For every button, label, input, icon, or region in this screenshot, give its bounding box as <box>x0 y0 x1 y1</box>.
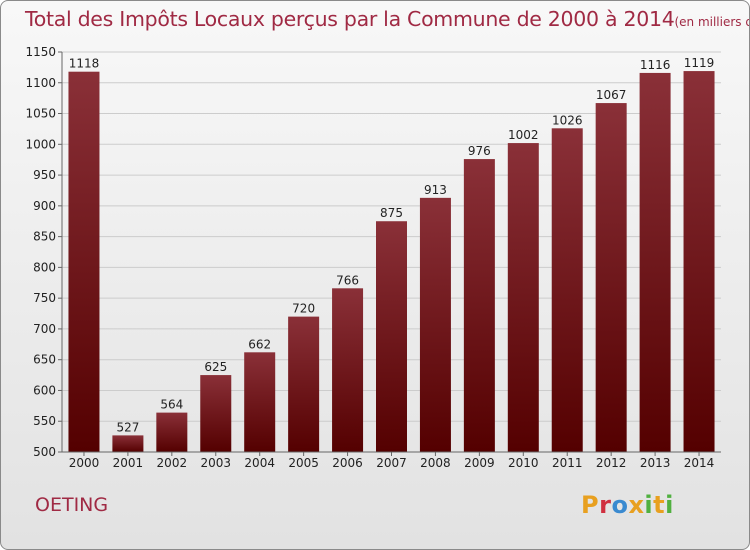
data-label: 1026 <box>552 113 583 127</box>
y-tick-label: 1150 <box>25 45 56 59</box>
data-label: 1118 <box>69 57 100 71</box>
bar <box>244 352 276 452</box>
y-tick-label: 750 <box>33 291 56 305</box>
bar <box>463 159 495 453</box>
bar <box>332 288 364 452</box>
y-tick-label: 600 <box>33 383 56 397</box>
x-tick-label: 2000 <box>69 456 100 470</box>
bar <box>683 71 715 453</box>
brand-letter: r <box>599 491 612 519</box>
data-label: 1067 <box>596 88 627 102</box>
y-axis: 500 550 600 650 700 750 800 850 900 950 1000 1050 11… <box>25 45 63 459</box>
bar <box>156 412 188 452</box>
bar <box>288 316 320 452</box>
y-tick-label: 950 <box>33 168 56 182</box>
commune-name: OETING <box>35 494 109 516</box>
data-label: 875 <box>380 206 403 220</box>
y-tick-label: 850 <box>33 230 56 244</box>
x-tick-label: 2004 <box>244 456 275 470</box>
data-label: 766 <box>336 273 359 287</box>
x-tick-label: 2014 <box>684 456 715 470</box>
x-tick-label: 2005 <box>288 456 319 470</box>
bar <box>595 103 627 453</box>
bar <box>376 221 407 452</box>
data-label: 913 <box>424 183 447 197</box>
brand-letter: o <box>611 491 629 519</box>
x-tick-label: 2006 <box>332 456 363 470</box>
data-label: 527 <box>116 420 139 434</box>
data-label: 1116 <box>640 58 671 72</box>
y-tick-label: 800 <box>33 260 56 274</box>
y-tick-label: 500 <box>33 445 56 459</box>
y-tick-label: 900 <box>33 199 56 213</box>
bar <box>507 143 539 453</box>
x-axis: 2000 2001 2002 2003 2004 2005 2006 2007 2008 2009… <box>62 451 721 470</box>
y-tick-label: 1000 <box>25 137 56 151</box>
x-tick-label: 2011 <box>552 456 583 470</box>
bar <box>639 72 671 452</box>
brand-letter: t <box>653 491 666 519</box>
x-tick-label: 2009 <box>464 456 495 470</box>
brand-letter: P <box>581 491 600 519</box>
brand-letter: x <box>628 491 645 519</box>
x-tick-label: 2001 <box>113 456 144 470</box>
x-tick-label: 2013 <box>640 456 671 470</box>
x-tick-label: 2007 <box>376 456 407 470</box>
y-tick-label: 1100 <box>25 76 56 90</box>
data-label: 564 <box>160 398 183 412</box>
data-label: 625 <box>204 360 227 374</box>
y-tick-label: 550 <box>33 414 56 428</box>
x-tick-label: 2010 <box>508 456 539 470</box>
bar <box>112 435 144 452</box>
y-tick-label: 700 <box>33 322 56 336</box>
bar <box>200 375 232 452</box>
bar <box>551 128 583 453</box>
bar <box>419 197 451 452</box>
brand-letter: i <box>665 491 674 519</box>
data-label: 662 <box>248 337 271 351</box>
data-label: 1002 <box>508 128 539 142</box>
data-label: 1119 <box>684 56 715 70</box>
x-tick-label: 2003 <box>200 456 231 470</box>
y-tick-label: 650 <box>33 353 56 367</box>
x-tick-label: 2012 <box>596 456 627 470</box>
brand-logo: Proxiti <box>581 491 674 519</box>
brand-letter: i <box>644 491 654 519</box>
y-tick-label: 1050 <box>25 107 56 121</box>
bars <box>68 71 715 453</box>
x-tick-label: 2008 <box>420 456 451 470</box>
data-label: 976 <box>468 144 491 158</box>
bar <box>68 71 100 452</box>
data-labels: 1118 527 564 625 662 720 766 875 913 976 1002 1026 1… <box>69 56 715 434</box>
data-label: 720 <box>292 302 315 316</box>
x-tick-label: 2002 <box>157 456 188 470</box>
unit-label: (en milliers d'€) <box>674 15 749 29</box>
chart-title: Total des Impôts Locaux perçus par la Co… <box>25 7 749 31</box>
